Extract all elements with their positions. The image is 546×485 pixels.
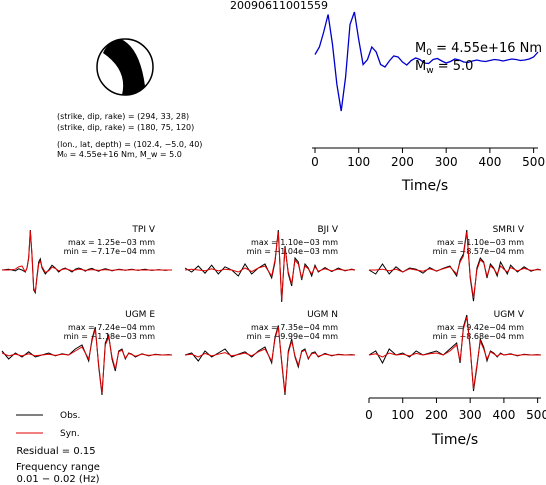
legend: Obs. Syn. Residual = 0.15 Frequency rang… [16,411,100,485]
frequency-value: 0.01 − 0.02 (Hz) [16,474,99,485]
wave-tick-label: 400 [492,408,515,422]
min-label: min = −1.04e−03 mm [247,247,339,256]
stf-tick-label: 400 [478,155,501,169]
beachball [96,38,154,96]
mechanism-line-1: (strike, dip, rake) = (294, 33, 28) [57,112,189,121]
stf-tick-label: 200 [391,155,414,169]
station-label: UGM V [494,310,525,320]
event-title: 20090611001559 [230,0,328,12]
stf-mw-text: Mw = 5.0 [415,59,473,76]
stf-tick-label: 300 [435,155,458,169]
stf-m0-text: M0 = 4.55e+16 Nm [415,41,542,58]
station-label: UGM E [125,310,155,320]
max-label: max = 9.42e−04 mm [437,323,524,332]
station-label: BJI V [317,225,338,235]
max-label: max = 1.25e−03 mm [68,238,155,247]
stf-panel: 0 100 200 300 400 500 Time/s M0 = 4.55e+16 Nm… [311,11,545,194]
min-label: min = −9.99e−04 mm [247,332,339,341]
syn-trace [2,230,172,293]
mechanism-line-4: M₀ = 4.55e+16 Nm, M_w = 5.0 [57,150,182,159]
syn-trace [369,231,542,299]
syn-trace [368,316,541,390]
min-label: min = −1.18e−03 mm [64,332,156,341]
stf-tick-label: 0 [311,155,319,169]
wave-tick-label: 300 [459,408,482,422]
stf-xlabel: Time/s [401,178,448,194]
mechanism-line-3: (lon., lat, depth) = (102.4, −5.0, 40) [57,140,202,149]
wave-xlabel: Time/s [431,432,478,448]
wave-ticks: 0 100 200 300 400 500 [365,398,546,422]
max-label: max = 1.10e−03 mm [437,238,524,247]
beachball-compression [103,39,145,96]
legend-syn-label: Syn. [60,429,80,439]
wave-axis: 0 100 200 300 400 500 Time/s [365,397,546,448]
stf-curve [314,11,539,112]
frequency-title: Frequency range [16,462,100,473]
max-label: max = 7.24e−04 mm [68,323,155,332]
stf-tick-label: 500 [522,155,545,169]
stf-ticks: 0 100 200 300 400 500 [311,148,545,169]
syn-trace [184,231,356,301]
mechanism-text: (strike, dip, rake) = (294, 33, 28) (str… [57,112,202,159]
mechanism-line-2: (strike, dip, rake) = (180, 75, 120) [57,123,194,132]
wave-tick-label: 500 [526,408,546,422]
station-label: UGM N [307,310,338,320]
syn-trace [184,326,355,394]
max-label: max = 1.10e−03 mm [251,238,338,247]
station-label: TPI V [131,225,155,235]
legend-obs-label: Obs. [60,411,80,421]
syn-trace [1,328,172,394]
residual-text: Residual = 0.15 [16,446,95,457]
wave-tick-label: 100 [391,408,414,422]
station-label: SMRI V [493,225,525,235]
wave-tick-label: 0 [365,408,373,422]
min-label: min = −8.68e−04 mm [433,332,525,341]
stf-tick-label: 100 [347,155,370,169]
min-label: min = −8.57e−04 mm [433,247,525,256]
wave-tick-label: 200 [425,408,448,422]
min-label: min = −7.17e−04 mm [64,247,156,256]
max-label: max = 7.35e−04 mm [251,323,338,332]
